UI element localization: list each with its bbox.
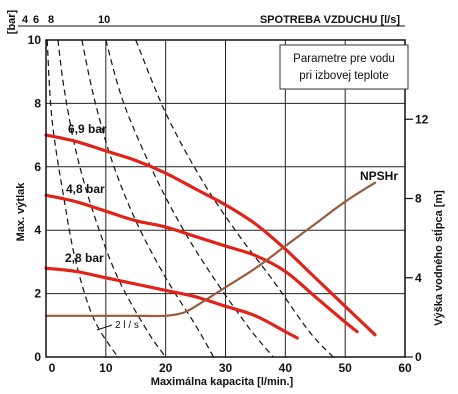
top-axis-tick-label: 4: [22, 14, 29, 26]
y-axis-title: Max. výtlak: [15, 182, 27, 242]
x-tick-label: 60: [398, 361, 412, 375]
air-consumption-curves: [46, 39, 334, 358]
y-unit-label: [bar]: [6, 9, 18, 34]
series-line-npshr: [44, 181, 377, 318]
y-tick-label: 0: [34, 350, 41, 364]
legend-note-box: Parametre pre vodu pri izbovej teplote: [279, 44, 409, 90]
note-line-2: pri izbovej teplote: [299, 70, 389, 82]
flow-label-2ls: 2 l / s: [115, 320, 139, 331]
top-axis-title: SPOTREBA VZDUCHU [l/s]: [260, 14, 400, 26]
flow-label-leader: [96, 324, 113, 331]
y2-axis-title: Výška vodného stĺpca [m]: [431, 190, 445, 326]
top-axis-tick-label: 6: [33, 14, 39, 26]
series-line-2-8-bar: [44, 266, 299, 340]
plot-frame: [45, 39, 406, 358]
air-curve-4: [57, 39, 167, 358]
air-curve-8: [105, 39, 274, 358]
y2-tick-label: 4: [415, 271, 422, 285]
top-axis-tick-label: 8: [48, 14, 54, 26]
note-line-1: Parametre pre vodu: [293, 53, 395, 65]
y2-tick-label: 8: [415, 192, 422, 206]
y2-tick-label: 0: [415, 350, 422, 364]
data-series: [44, 133, 377, 340]
x-tick-label: 40: [279, 361, 293, 375]
y-tick-label: 10: [28, 33, 42, 47]
y-tick-label: 4: [34, 223, 41, 237]
series-label-4-8-bar: 4,8 bar: [66, 182, 105, 196]
series-label-6-9-bar: 6,9 bar: [68, 122, 107, 136]
x-tick-label: 20: [159, 361, 173, 375]
series-label-npshr: NPSHr: [360, 169, 398, 183]
air-curve-2ls: [46, 39, 119, 358]
x-tick-label: 50: [338, 361, 352, 375]
grid: [18, 25, 413, 358]
x-axis-title: Maximálna kapacita [l/min.]: [151, 376, 294, 388]
y-tick-label: 2: [34, 287, 41, 301]
series-line-6-9-bar: [44, 133, 377, 337]
series-label-2-8-bar: 2,8 bar: [65, 251, 104, 265]
air-curve-10: [135, 39, 334, 358]
air-curve-6: [81, 39, 215, 358]
x-tick-label: 30: [219, 361, 233, 375]
x-tick-label: 0: [49, 361, 56, 375]
x-tick-label: 10: [99, 361, 113, 375]
y-tick-label: 6: [34, 160, 41, 174]
y2-tick-label: 12: [415, 112, 429, 126]
series-line-4-8-bar: [44, 193, 359, 334]
top-axis-tick-label: 10: [98, 14, 110, 26]
y-tick-label: 8: [34, 96, 41, 110]
